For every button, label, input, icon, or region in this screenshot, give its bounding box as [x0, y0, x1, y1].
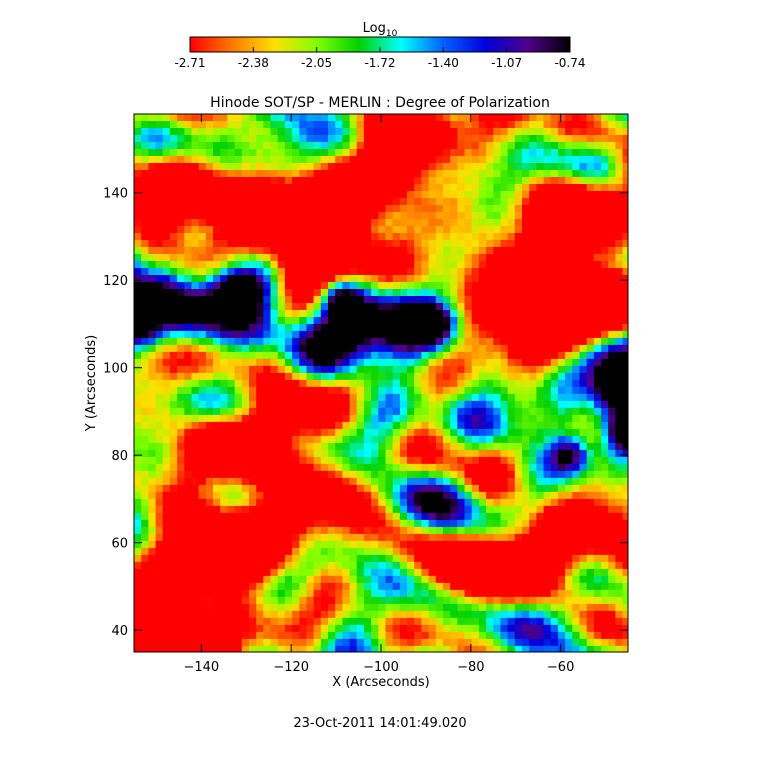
x-tick-label: −120: [273, 660, 309, 675]
x-tick-label: −60: [547, 660, 574, 675]
colorbar-tick-label: -1.72: [364, 56, 395, 70]
heatmap-image: [134, 114, 628, 652]
y-tick-label: 40: [111, 624, 128, 639]
axes: −140 −120 −100 −80 −60 40 60 80 100 120 140: [103, 114, 628, 675]
colorbar-label: Log10: [363, 21, 398, 39]
y-tick-label: 120: [103, 274, 128, 289]
colorbar-tick-label: -1.40: [428, 56, 459, 70]
y-tick-label: 100: [103, 362, 128, 377]
colorbar-tick-label: -0.74: [554, 56, 585, 70]
x-tick-label: −80: [457, 660, 484, 675]
colorbar-tick-label: -2.05: [301, 56, 332, 70]
colorbar: Log10 -2.71 -2.38 -2.05 -1.72 -1.40 -1.07 -0.7…: [174, 21, 585, 70]
plot-area: [134, 114, 628, 652]
y-tick-label: 80: [111, 449, 128, 464]
colorbar-ticks: -2.71 -2.38 -2.05 -1.72 -1.40 -1.07 -0.74: [174, 47, 586, 70]
chart-title: Hinode SOT/SP - MERLIN : Degree of Polar…: [210, 95, 550, 111]
colorbar-tick-label: -1.07: [491, 56, 522, 70]
x-tick-label: −140: [184, 660, 220, 675]
colorbar-tick-label: -2.71: [174, 56, 205, 70]
y-axis-label: Y (Arcseconds): [84, 335, 99, 432]
colorbar-tick-label: -2.38: [238, 56, 269, 70]
observation-timestamp: 23-Oct-2011 14:01:49.020: [293, 716, 467, 731]
y-tick-label: 140: [103, 187, 128, 202]
y-tick-label: 60: [111, 537, 128, 552]
x-tick-label: −100: [363, 660, 399, 675]
x-axis-label: X (Arcseconds): [332, 675, 429, 690]
